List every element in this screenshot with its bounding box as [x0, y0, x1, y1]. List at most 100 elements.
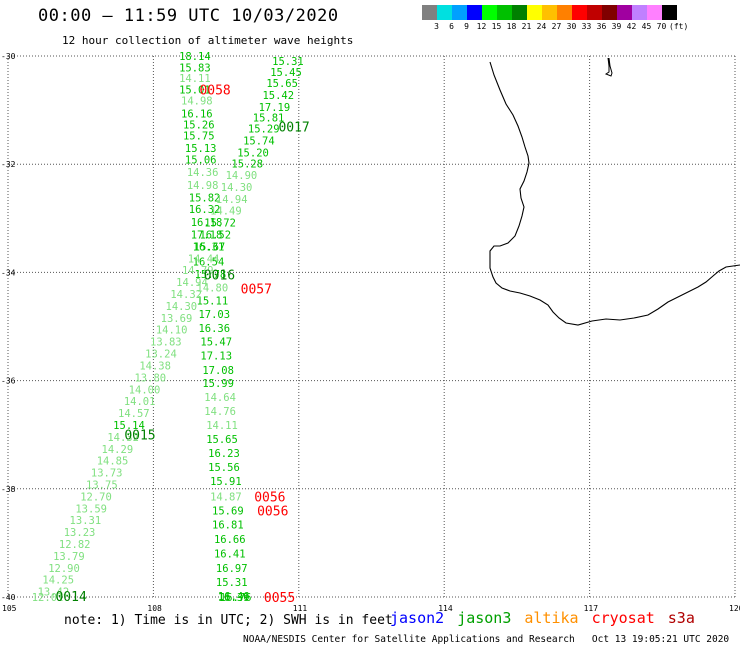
legend-swatch: [647, 5, 662, 20]
legend-swatch: [542, 5, 557, 20]
legend-label: 6: [449, 22, 454, 31]
swh-value: 16.81: [212, 520, 244, 532]
lon-label: 108: [147, 604, 162, 613]
swh-value: 14.79: [182, 265, 214, 277]
legend-label: 27: [551, 22, 562, 31]
swh-value: 15.28: [231, 159, 263, 171]
pass-number-label: 0015: [124, 429, 155, 444]
swh-value: 14.11: [179, 73, 211, 85]
swh-value: 13.73: [91, 468, 123, 480]
swh-value: 15.67: [194, 241, 226, 253]
swh-value: 15.14: [113, 420, 145, 432]
swh-value: 17.08: [202, 365, 234, 377]
lon-label: 117: [584, 604, 599, 613]
swh-value: 15.74: [243, 135, 275, 147]
swh-value: 14.90: [226, 170, 258, 182]
legend-label: 3: [434, 22, 439, 31]
swh-value: 15.47: [200, 337, 232, 349]
swh-value: 15.26: [183, 120, 215, 132]
legend-label: (ft): [669, 22, 689, 31]
swh-value: 13.79: [53, 551, 85, 563]
swh-value: 14.87: [210, 491, 242, 503]
swh-value: 15.99: [202, 378, 234, 390]
pass-number-label: 0056: [254, 490, 285, 505]
swh-value: 14.98: [181, 95, 213, 107]
swh-value: 15.01: [179, 85, 211, 97]
lat-label: -34: [1, 268, 16, 277]
swh-value: 14.25: [42, 575, 74, 587]
lat-label: -32: [1, 160, 16, 169]
swh-value: 12.01: [32, 592, 64, 604]
swh-value: 15.11: [197, 296, 229, 308]
legend-label: 21: [521, 22, 532, 31]
swh-value: 15.06: [185, 154, 217, 166]
pass-number-label: 0058: [199, 84, 230, 99]
swh-value: 17.03: [198, 309, 230, 321]
page-title: 00:00 – 11:59 UTC 10/03/2020: [38, 6, 339, 26]
swh-value: 16.41: [214, 549, 246, 561]
swh-value: 15.20: [237, 147, 269, 159]
color-legend: 3 6 9 12 15 18 21 24 27 30 33 36 39 42 45 70 (ft): [422, 5, 688, 34]
legend-swatch: [497, 5, 512, 20]
legend-label: 42: [626, 22, 637, 31]
swh-value: 16.18: [191, 217, 223, 229]
swh-value: 15.45: [270, 67, 302, 79]
swh-value: 14.57: [118, 408, 150, 420]
island-outline: [604, 57, 613, 77]
legend-label: 9: [464, 22, 469, 31]
pass-number-label: 0055: [264, 591, 295, 606]
lat-label: -30: [1, 52, 16, 61]
credit-line: NOAA/NESDIS Center for Satellite Applica…: [243, 634, 730, 645]
pass-number-label: 0017: [278, 120, 309, 135]
swh-value: 16.39: [218, 592, 250, 604]
lat-label: -36: [1, 377, 16, 386]
satellite-cryosat: cryosat: [591, 609, 655, 627]
swh-value: 12.90: [48, 563, 80, 575]
swh-value: 14.29: [102, 444, 134, 456]
swh-value: 13.31: [70, 515, 102, 527]
legend-swatch: [557, 5, 572, 20]
swh-value: 15.42: [262, 90, 294, 102]
swh-value: 14.49: [210, 206, 242, 218]
swh-value: 16.52: [199, 230, 231, 242]
pass-number-label: 0056: [257, 504, 288, 519]
legend-swatch: [422, 5, 437, 20]
legend-label: 33: [581, 22, 592, 31]
legend-label: 45: [641, 22, 652, 31]
legend-label: 15: [491, 22, 502, 31]
swh-value: 15.78: [195, 269, 227, 281]
swh-value: 12.70: [80, 491, 112, 503]
swh-value: 14.00: [129, 384, 161, 396]
swh-value: 16.36: [198, 323, 230, 335]
satellite-s3a: s3a: [667, 609, 695, 627]
legend-swatch: [437, 5, 452, 20]
swh-value: 14.94: [216, 194, 248, 206]
legend-label: 70: [656, 22, 667, 31]
swh-value: 15.72: [204, 218, 236, 230]
legend-swatch: [512, 5, 527, 20]
legend-label: 12: [476, 22, 487, 31]
legend-swatch: [632, 5, 647, 20]
swh-value: 15.31: [216, 577, 248, 589]
satellite-jason2: jason2: [390, 609, 445, 627]
swh-value: 15.83: [179, 62, 211, 74]
swh-value: 14.32: [170, 289, 202, 301]
swh-value: 13.24: [145, 349, 177, 361]
lon-label: 120: [729, 604, 740, 613]
legend-label: 30: [566, 22, 577, 31]
legend-labels: 3 6 9 12 15 18 21 24 27 30 33 36 39 42 45 70 (ft): [422, 20, 688, 34]
swh-value: 16.16: [181, 108, 213, 120]
swh-value: 14.94: [176, 277, 208, 289]
legend-swatches: [422, 5, 677, 20]
swh-value: 14.38: [139, 360, 171, 372]
swh-value: 16.23: [208, 448, 240, 460]
swh-value: 14.01: [124, 396, 156, 408]
swh-value: 14.44: [188, 253, 220, 265]
swh-value: 14.11: [206, 420, 238, 432]
swh-value: 14.64: [204, 392, 236, 404]
legend-swatch: [617, 5, 632, 20]
swh-value: 13.80: [134, 372, 166, 384]
swh-value: 14.30: [221, 182, 253, 194]
swh-value: 14.36: [187, 167, 219, 179]
